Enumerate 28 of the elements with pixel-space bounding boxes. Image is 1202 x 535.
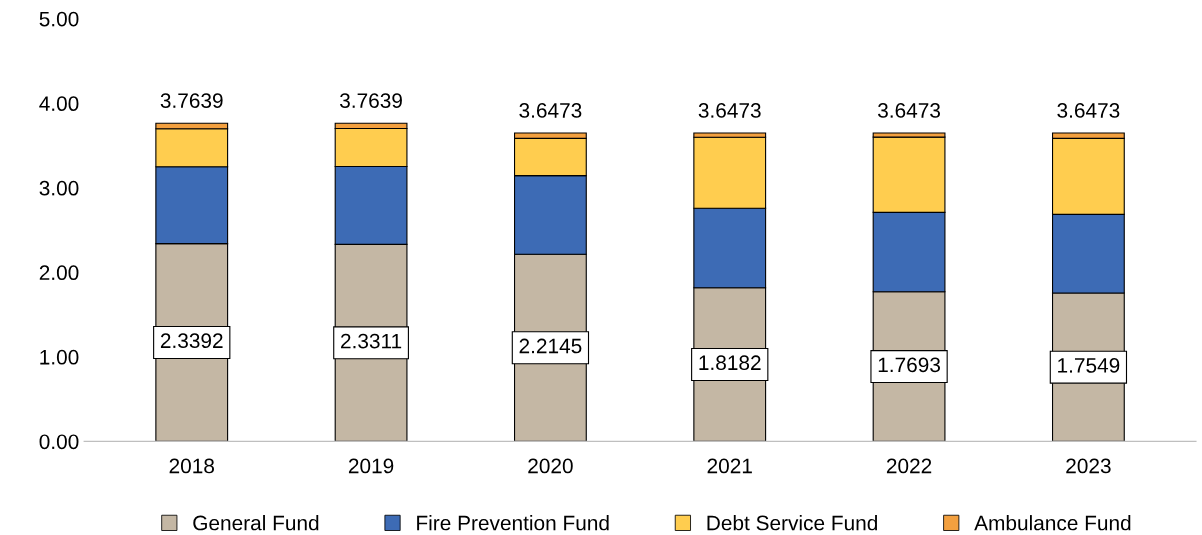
y-tick-label: 2.00 — [39, 265, 79, 281]
total-label: 3.7639 — [340, 93, 402, 108]
data-label: 1.8182 — [699, 355, 761, 371]
y-tick-label: 0.00 — [39, 434, 79, 450]
data-label: 2.3311 — [341, 333, 402, 349]
data-label: 1.7549 — [1058, 358, 1120, 373]
total-label: 3.6473 — [878, 103, 941, 118]
y-tick-label: 3.00 — [39, 180, 79, 196]
legend-label: General Fund — [193, 515, 319, 531]
y-tick-label: 4.00 — [39, 96, 79, 112]
data-label: 2.2145 — [519, 338, 582, 354]
legend-label: Debt Service Fund — [707, 515, 877, 531]
data-label: 2.3392 — [160, 333, 223, 349]
legend-label: Ambulance Fund — [974, 515, 1131, 531]
total-label: 3.6473 — [698, 103, 761, 118]
total-label: 3.6473 — [519, 103, 582, 118]
data-label: 1.7693 — [878, 357, 941, 373]
total-label: 3.6473 — [1057, 103, 1120, 118]
legend-label: Fire Prevention Fund — [417, 515, 609, 531]
x-tick-label: 2020 — [528, 458, 573, 474]
total-label: 3.7639 — [160, 93, 223, 108]
x-tick-label: 2018 — [169, 458, 215, 474]
y-tick-label: 5.00 — [39, 11, 79, 27]
x-tick-label: 2021 — [707, 458, 752, 474]
x-tick-label: 2019 — [348, 458, 394, 474]
y-tick-label: 1.00 — [40, 349, 79, 365]
x-tick-label: 2022 — [886, 458, 932, 474]
x-tick-label: 2023 — [1066, 458, 1111, 474]
